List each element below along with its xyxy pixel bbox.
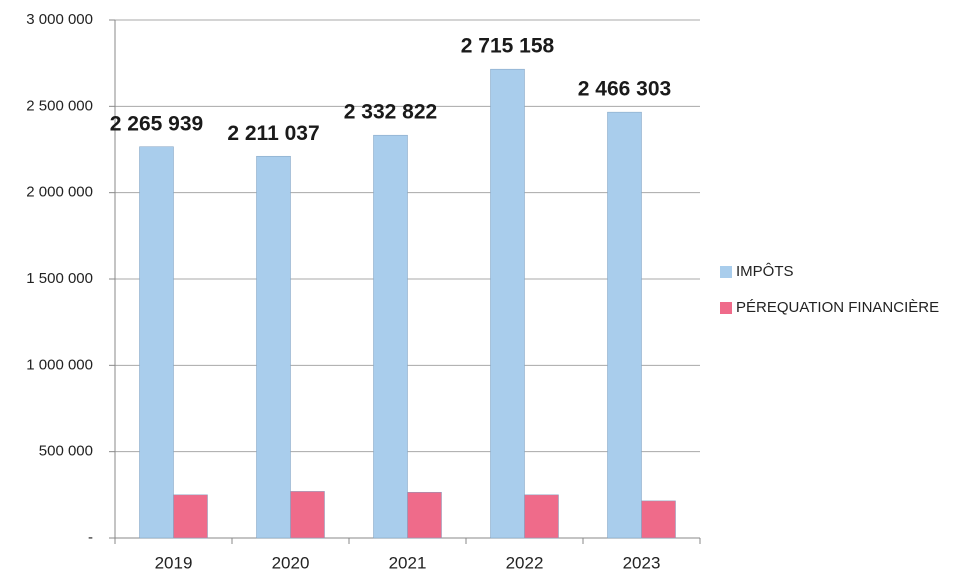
- bar: [524, 494, 559, 539]
- legend-swatch: [720, 302, 732, 314]
- bar: [373, 134, 408, 539]
- legend-label: IMPÔTS: [736, 263, 794, 280]
- x-tick-label: 2019: [155, 553, 193, 572]
- x-tick-label: 2020: [272, 553, 310, 572]
- bar: [256, 155, 291, 539]
- bar: [139, 146, 174, 539]
- bar: [641, 500, 676, 539]
- bar: [490, 68, 525, 539]
- data-label: 2 332 822: [344, 101, 437, 124]
- bar: [607, 111, 642, 539]
- x-tick-label: 2022: [506, 553, 544, 572]
- y-tick-label: 2 500 000: [26, 97, 93, 114]
- y-tick-label: 500 000: [39, 443, 93, 460]
- y-tick-label: 2 000 000: [26, 184, 93, 201]
- data-label: 2 211 037: [227, 122, 319, 145]
- y-tick-label: 1 000 000: [26, 356, 93, 373]
- data-label: 2 466 303: [578, 78, 671, 101]
- data-label: 2 715 158: [461, 35, 555, 58]
- y-tick-label: -: [88, 529, 93, 546]
- bar: [407, 491, 442, 539]
- x-tick-label: 2021: [389, 553, 427, 572]
- data-label: 2 265 939: [110, 112, 203, 135]
- bar: [290, 491, 325, 539]
- x-tick-label: 2023: [623, 553, 661, 572]
- y-tick-label: 1 500 000: [26, 270, 93, 287]
- y-tick-label: 3 000 000: [26, 11, 93, 28]
- bar: [173, 494, 208, 539]
- legend-label: PÉREQUATION FINANCIÈRE: [736, 299, 939, 316]
- legend-swatch: [720, 266, 732, 278]
